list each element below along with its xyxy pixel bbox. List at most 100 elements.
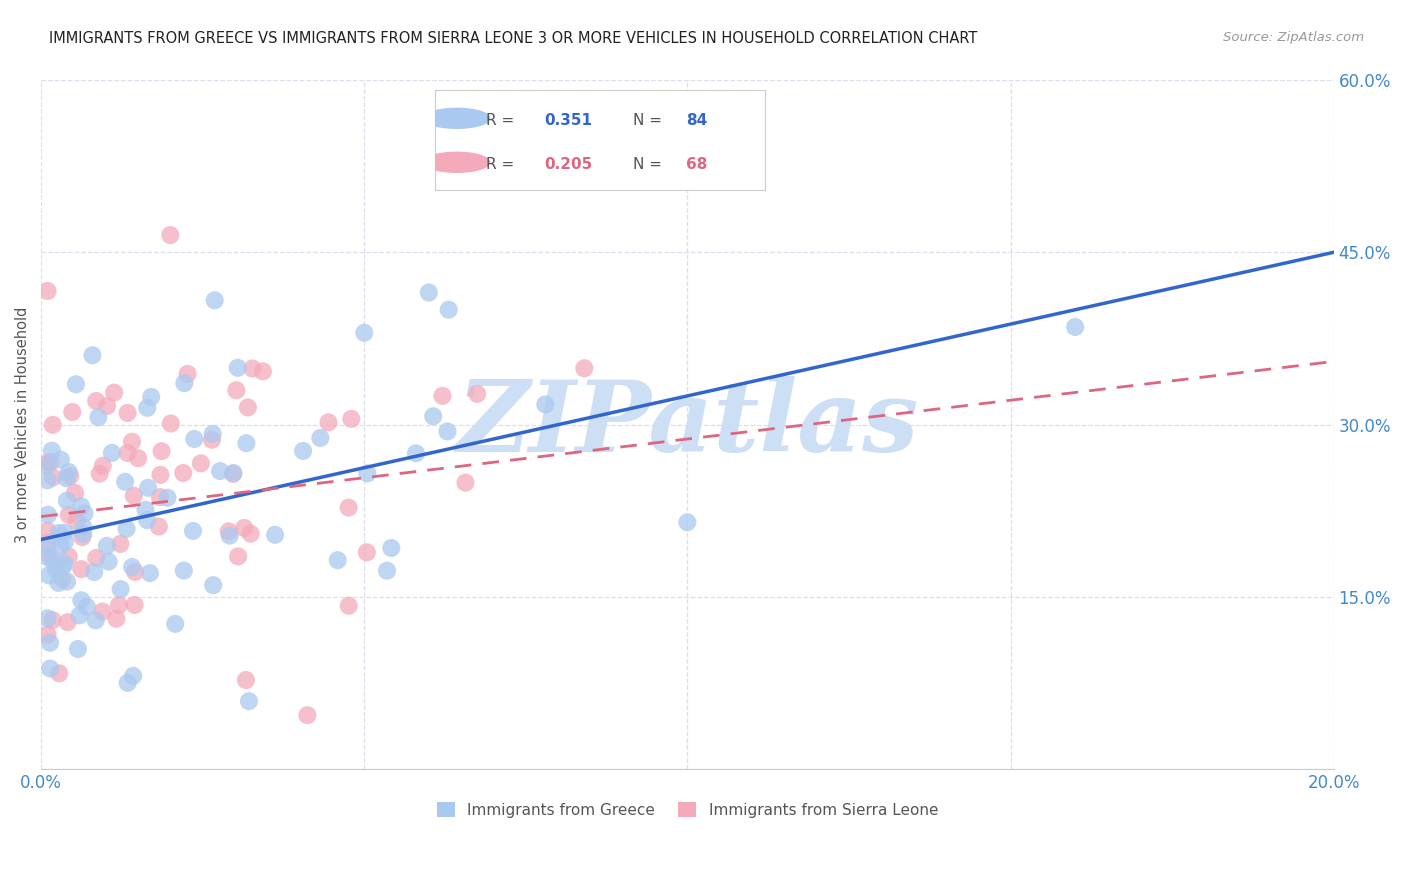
Point — [49, 452, 72, 467]
Point — [225, 384, 247, 398]
Point — [55, 471, 77, 485]
Text: ZIPatlas: ZIPatlas — [456, 376, 918, 473]
Point — [66, 514, 89, 528]
Point — [202, 578, 225, 592]
Point — [56, 574, 79, 589]
Point — [148, 519, 170, 533]
Point — [117, 446, 139, 460]
Point — [1064, 320, 1087, 334]
Point — [292, 443, 315, 458]
Text: Source: ZipAtlas.com: Source: ZipAtlas.com — [1223, 31, 1364, 45]
Point — [39, 455, 62, 469]
Point — [63, 486, 86, 500]
Point — [252, 364, 274, 378]
Point — [337, 599, 360, 613]
Point — [183, 432, 205, 446]
Point — [110, 582, 132, 596]
Point — [58, 465, 80, 479]
Point — [149, 490, 172, 504]
Text: IMMIGRANTS FROM GREECE VS IMMIGRANTS FROM SIERRA LEONE 3 OR MORE VEHICLES IN HOU: IMMIGRANTS FROM GREECE VS IMMIGRANTS FRO… — [49, 31, 977, 46]
Point — [318, 415, 340, 429]
Point — [117, 406, 139, 420]
Point — [96, 399, 118, 413]
Point — [235, 436, 257, 450]
Point — [436, 425, 458, 439]
Point — [134, 503, 156, 517]
Point — [37, 508, 59, 522]
Point — [356, 467, 378, 481]
Y-axis label: 3 or more Vehicles in Household: 3 or more Vehicles in Household — [15, 307, 30, 543]
Point — [84, 550, 107, 565]
Point — [201, 433, 224, 447]
Point — [114, 475, 136, 489]
Point — [37, 611, 59, 625]
Point — [139, 566, 162, 581]
Point — [226, 549, 249, 564]
Point — [37, 473, 59, 487]
Point — [422, 409, 444, 424]
Point — [101, 446, 124, 460]
Point — [534, 397, 557, 411]
Point — [173, 564, 195, 578]
Point — [72, 527, 94, 541]
Point — [37, 540, 59, 554]
Point — [418, 285, 440, 300]
Point — [52, 559, 75, 574]
Point — [53, 557, 76, 571]
Point — [173, 376, 195, 391]
Point — [37, 550, 59, 565]
Point — [356, 545, 378, 559]
Point — [73, 507, 96, 521]
Point — [375, 564, 398, 578]
Point — [37, 284, 59, 298]
Point — [612, 165, 634, 179]
Point — [53, 525, 76, 540]
Point — [97, 555, 120, 569]
Point — [264, 528, 287, 542]
Point — [108, 598, 131, 612]
Point — [48, 526, 70, 541]
Point — [297, 708, 319, 723]
Point — [60, 405, 83, 419]
Point — [242, 361, 264, 376]
Point — [39, 636, 62, 650]
Point — [141, 390, 163, 404]
Point — [84, 614, 107, 628]
Point — [121, 434, 143, 449]
Point — [353, 326, 375, 340]
Point — [110, 537, 132, 551]
Point — [56, 493, 79, 508]
Point — [574, 361, 596, 376]
Point — [437, 302, 460, 317]
Point — [91, 458, 114, 473]
Point — [66, 642, 89, 657]
Point — [218, 524, 240, 539]
Point — [124, 598, 146, 612]
Point — [222, 466, 245, 480]
Point — [235, 673, 257, 687]
Point — [326, 553, 349, 567]
Point — [115, 522, 138, 536]
Point — [222, 467, 245, 481]
Point — [239, 526, 262, 541]
Point — [87, 410, 110, 425]
Point — [172, 466, 194, 480]
Point — [58, 508, 80, 522]
Point — [59, 469, 82, 483]
Point — [176, 367, 198, 381]
Point — [37, 536, 59, 550]
Point — [676, 516, 699, 530]
Point — [96, 539, 118, 553]
Point — [121, 560, 143, 574]
Point — [117, 676, 139, 690]
Point — [72, 520, 94, 534]
Point — [39, 549, 62, 564]
Point — [432, 389, 454, 403]
Point — [37, 456, 59, 470]
Point — [38, 568, 60, 582]
Point — [48, 666, 70, 681]
Point — [103, 385, 125, 400]
Point — [238, 694, 260, 708]
Point — [236, 401, 259, 415]
Point — [49, 539, 72, 553]
